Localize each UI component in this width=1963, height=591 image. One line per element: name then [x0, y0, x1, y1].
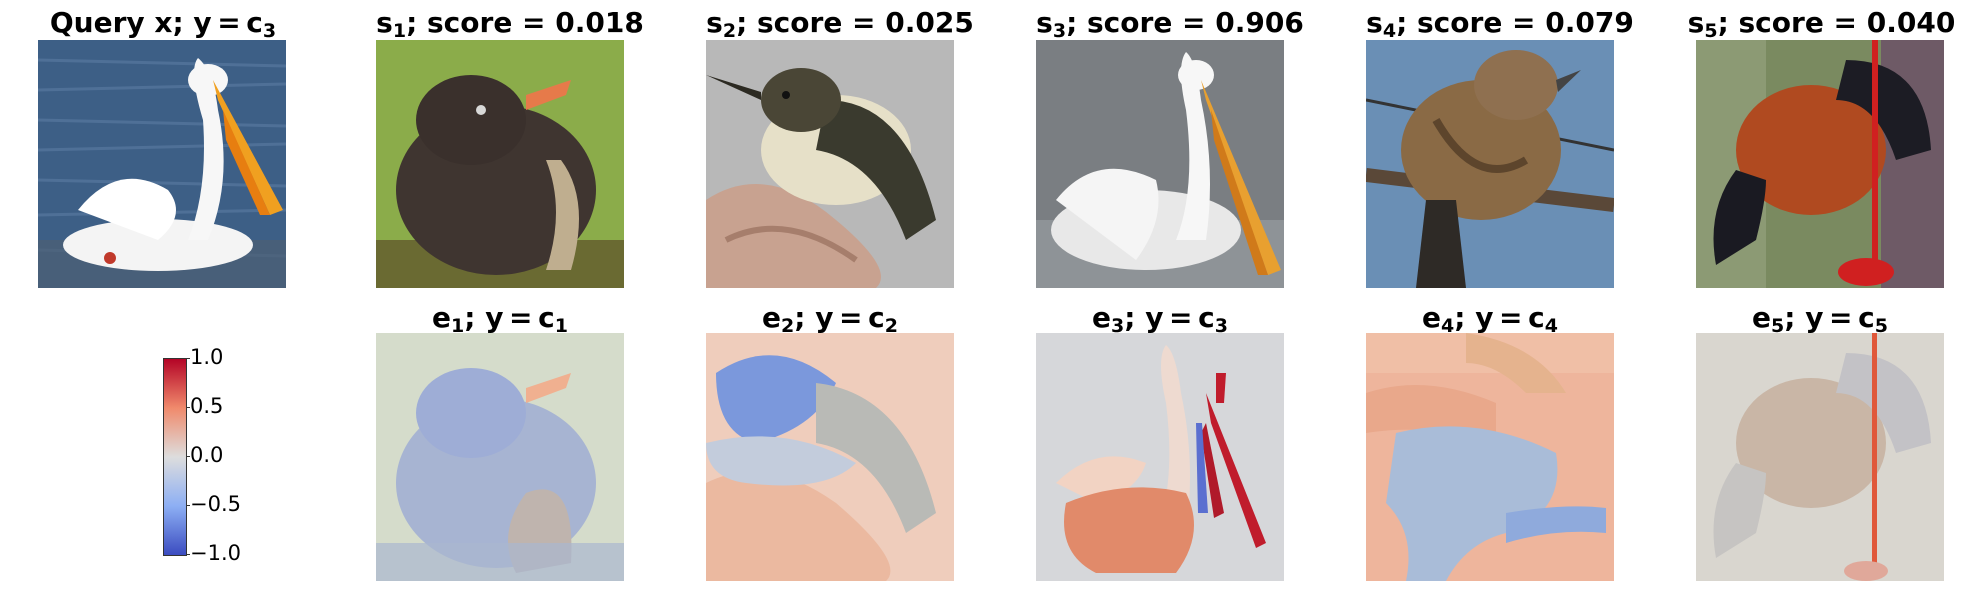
colorbar-tick-label: 1.0	[190, 345, 224, 369]
title-text: ; y = c	[1454, 301, 1545, 334]
title-text: ; y = c	[1784, 301, 1875, 334]
title-text: e	[1422, 301, 1442, 334]
title-s3: s3; score = 0.906	[1020, 3, 1320, 43]
heatmap-illustration	[376, 333, 624, 581]
support-image-4	[1366, 40, 1614, 288]
query-image	[38, 40, 286, 288]
title-e5: e5; y = c5	[1696, 298, 1944, 338]
title-subscript: 2	[884, 315, 898, 337]
title-subscript: 4	[1441, 315, 1455, 337]
colorbar-tick-label: 0.5	[190, 394, 224, 418]
title-subscript: 3	[1111, 315, 1125, 337]
title-s2: s2; score = 0.025	[690, 3, 990, 43]
title-text: e	[432, 301, 452, 334]
colorbar-tick	[186, 505, 190, 506]
title-text: s	[376, 6, 393, 39]
title-subscript: 4	[1544, 315, 1558, 337]
title-s5: s5; score = 0.040	[1680, 3, 1963, 43]
title-text: e	[762, 301, 782, 334]
support-image-3	[1036, 40, 1284, 288]
title-e4: e4; y = c4	[1366, 298, 1614, 338]
colorbar-gradient	[164, 359, 186, 555]
title-subscript: 3	[1052, 20, 1067, 42]
pelican-support-illustration	[1036, 40, 1284, 288]
title-subscript: 1	[451, 315, 465, 337]
sparrow-illustration	[1366, 40, 1614, 288]
explanation-heatmap-4	[1366, 333, 1614, 581]
colorbar-tick	[186, 407, 190, 408]
heatmap-illustration	[1036, 333, 1284, 581]
title-text: s	[706, 6, 723, 39]
title-s1: s1; score = 0.018	[360, 3, 660, 43]
colorbar-tick-label: −1.0	[190, 541, 241, 565]
title-text: ; score = 0.018	[406, 6, 644, 39]
heatmap-illustration	[1696, 333, 1944, 581]
title-subscript: 4	[1382, 20, 1397, 42]
title-subscript: 3	[1214, 315, 1228, 337]
title-subscript: 5	[1771, 315, 1785, 337]
colorbar-tick	[186, 456, 190, 457]
title-text: s	[1366, 6, 1383, 39]
explanation-heatmap-3	[1036, 333, 1284, 581]
title-text: ; y = c	[1124, 301, 1215, 334]
heatmap-illustration	[706, 333, 954, 581]
title-subscript: 1	[554, 315, 568, 337]
support-image-5	[1696, 40, 1944, 288]
colorbar-tick	[186, 554, 190, 555]
dark-bird-illustration	[376, 40, 624, 288]
heatmap-illustration	[1366, 333, 1614, 581]
title-text: ; score = 0.025	[736, 6, 974, 39]
explanation-heatmap-5	[1696, 333, 1944, 581]
title-subscript: 2	[722, 20, 737, 42]
title-e2: e2; y = c2	[706, 298, 954, 338]
title-text: s	[1687, 6, 1705, 39]
title-subscript: 2	[781, 315, 795, 337]
explanation-heatmap-1	[376, 333, 624, 581]
support-image-2	[706, 40, 954, 288]
title-text: s	[1036, 6, 1053, 39]
title-subscript: 1	[392, 20, 407, 42]
title-text: e	[1752, 301, 1772, 334]
support-image-1	[376, 40, 624, 288]
colorbar-tick-label: 0.0	[190, 443, 224, 467]
colorbar-tick-label: −0.5	[190, 492, 241, 516]
title-text: ; score = 0.040	[1717, 6, 1956, 39]
title-subscript: 5	[1704, 20, 1718, 42]
title-subscript: 5	[1874, 315, 1888, 337]
title-query: Query x; y = c3	[38, 3, 288, 43]
small-bird-in-hand-illustration	[706, 40, 954, 288]
pelican-query-illustration	[38, 40, 286, 288]
title-s4: s4; score = 0.079	[1350, 3, 1650, 43]
title-e3: e3; y = c3	[1036, 298, 1284, 338]
title-e1: e1; y = c1	[376, 298, 624, 338]
explanation-heatmap-2	[706, 333, 954, 581]
title-text: ; score = 0.906	[1066, 6, 1304, 39]
title-text: ; y = c	[464, 301, 555, 334]
title-text: e	[1092, 301, 1112, 334]
title-text: ; score = 0.079	[1396, 6, 1634, 39]
title-subscript: 3	[262, 20, 277, 42]
colorbar-tick	[186, 358, 190, 359]
title-text: ; y = c	[794, 301, 885, 334]
colorbar	[163, 358, 187, 556]
oriole-illustration	[1696, 40, 1944, 288]
title-text: Query x; y = c	[49, 6, 263, 39]
